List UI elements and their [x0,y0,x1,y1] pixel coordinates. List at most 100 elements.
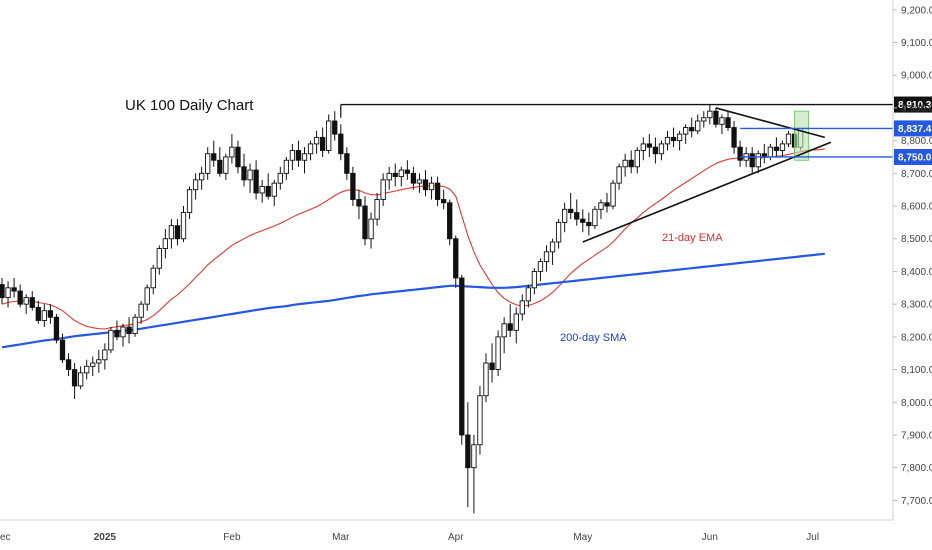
candle-body [138,303,144,318]
candle-body [265,185,271,197]
candle [198,166,205,190]
candle [434,176,441,207]
candle-body [41,310,48,321]
candle [549,238,556,265]
candle [71,363,78,399]
candle-body [634,149,640,168]
candle [289,143,296,171]
candle-body [483,362,489,397]
candle-body [84,365,90,374]
candle-body [507,323,513,331]
candle [495,330,501,377]
candle-body [513,313,519,331]
candle [707,104,713,125]
candle [313,130,320,154]
candle [259,179,265,203]
candle-body [17,290,23,305]
candle-body [53,316,60,341]
candle-body [767,146,774,158]
candle [235,140,241,174]
candle [646,134,653,157]
y-tick-label: 8,500.0 [901,234,932,245]
candle-body [404,169,410,174]
candle-body [459,277,465,436]
candle-body [332,120,338,135]
x-tick-label: May [573,532,592,543]
candle-body [247,169,253,181]
candle-body [168,225,175,240]
candle [525,284,532,308]
y-tick-label: 8,100.0 [901,365,932,376]
candle-body [235,146,241,168]
candle [138,300,144,324]
candle-body [156,248,162,269]
candle-body [543,251,550,263]
candle-body [737,146,743,161]
candle [386,166,392,190]
candle-body [223,156,229,174]
candle-body [574,212,580,220]
candle-body [132,316,138,335]
candle-body [150,267,156,289]
candle-body [501,323,507,338]
candle-body [489,362,495,371]
candle [132,313,138,337]
candle-body [217,159,223,174]
candle-body [434,182,441,200]
candle [168,219,175,249]
candle-body [773,146,780,151]
candle-body [362,205,368,240]
x-tick-label: ec [0,532,11,543]
candle [241,153,247,187]
candle-body [519,300,525,315]
candle [229,134,235,164]
candle-body [108,329,114,351]
y-tick-label: 8,900.0 [901,103,932,114]
candle-body [259,185,265,194]
candle-body [652,146,659,155]
candle-body [295,149,302,161]
y-tick-label: 8,700.0 [901,169,932,180]
candle [41,304,48,328]
candle-body [477,395,483,446]
candle [186,186,193,220]
candle-body [628,159,634,168]
candle-body [205,153,211,174]
candle [192,173,199,200]
candle [483,353,489,403]
ema-label: 21-day EMA [662,232,723,244]
candle-body [616,166,622,184]
candle [664,130,671,151]
candle [628,150,634,174]
x-tick-label: 2025 [94,532,117,543]
y-tick-label: 7,700.0 [901,496,932,507]
candle-body [59,339,66,361]
level-badge-label: 8,910.3 [898,100,932,111]
candle-body [441,199,447,204]
candle [180,206,187,243]
candle-body [90,362,96,367]
candle [162,228,168,259]
candle-body [471,444,477,469]
candle-body [447,202,453,240]
candle-body [598,202,604,210]
candle-body [731,127,737,148]
candle-body [410,172,417,184]
candle [332,111,338,141]
falling-trendline [715,107,826,139]
candle [398,166,404,187]
candle-body [670,136,677,142]
candle [356,189,362,220]
candle-body [531,270,538,289]
candle [114,320,120,341]
candle-body [77,372,84,387]
candle [701,111,707,128]
y-tick-label: 9,200.0 [901,5,932,16]
candle-body [186,189,193,214]
sma-label: 200-day SMA [560,332,627,344]
candle [247,163,253,193]
candle-body [604,202,610,207]
candle-body [701,117,707,122]
